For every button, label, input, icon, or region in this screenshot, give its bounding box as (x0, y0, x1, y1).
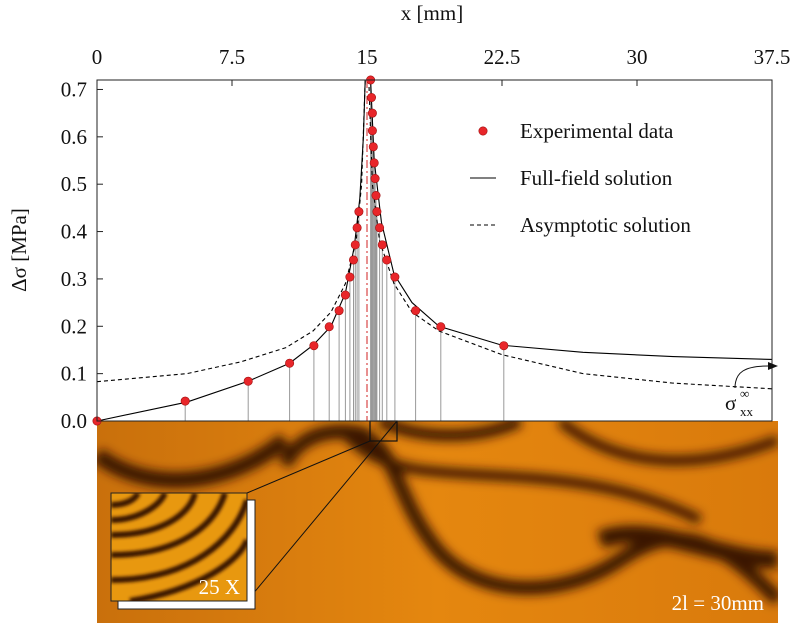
data-point (180, 396, 190, 406)
data-point (370, 174, 380, 184)
data-point (309, 341, 319, 351)
data-point (367, 108, 377, 118)
data-point (369, 158, 379, 168)
x-tick-label: 15 (357, 45, 378, 69)
zoom-connector (246, 420, 398, 602)
data-point (382, 255, 392, 265)
data-point (499, 341, 509, 351)
scale-label: 2l = 30mm (672, 591, 764, 615)
data-point (345, 272, 355, 282)
y-tick-label: 0.0 (61, 409, 87, 433)
data-point (350, 240, 360, 250)
y-tick-label: 0.7 (61, 77, 87, 101)
x-tick-label: 30 (627, 45, 648, 69)
y-tick-label: 0.2 (61, 314, 87, 338)
annotation-symbol: σ (725, 391, 736, 415)
x-axis-label: x [mm] (401, 1, 463, 25)
plot-frame (96, 79, 773, 422)
zoom-connector (246, 440, 371, 494)
data-point (377, 240, 387, 250)
y-axis-label: Δσ [MPa] (7, 208, 31, 292)
y-tick-label: 0.1 (61, 362, 87, 386)
data-point (367, 126, 377, 136)
inset-label: 25 X (199, 575, 240, 599)
data-point (285, 358, 295, 368)
inset: 25 X (110, 492, 248, 602)
data-point (348, 255, 358, 265)
legend-label: Asymptotic solution (520, 213, 691, 237)
data-point (334, 306, 344, 316)
y-tick-label: 0.6 (61, 125, 87, 149)
y-tick-label: 0.3 (61, 267, 87, 291)
x-tick-label: 22.5 (484, 45, 521, 69)
data-point (371, 191, 381, 201)
data-point (411, 306, 421, 316)
data-point (375, 223, 385, 233)
plot: 0 7.5 15 22.5 30 37.5 0.0 0.1 0.2 0.3 0.4 0.5 0.6 0.7… (61, 45, 791, 433)
photo: 25 X 2l = 30mm (97, 420, 778, 623)
x-tick-label: 0 (92, 45, 103, 69)
data-point (366, 93, 376, 103)
legend-marker (478, 126, 488, 136)
fringes (97, 421, 778, 605)
data-point (324, 322, 334, 332)
data-point (436, 322, 446, 332)
data-point (243, 376, 253, 386)
annotation-sup: ∞ (740, 386, 749, 401)
data-point (368, 142, 378, 152)
legend-label: Experimental data (520, 119, 674, 143)
annotation-sub: xx (740, 404, 754, 419)
data-point (352, 223, 362, 233)
stress-annotation: σ ∞ xx (725, 362, 778, 419)
x-tick-label: 37.5 (754, 45, 791, 69)
data-point (354, 207, 364, 217)
data-point (340, 290, 350, 300)
legend-label: Full-field solution (520, 166, 673, 190)
data-point (390, 272, 400, 282)
y-tick-label: 0.5 (61, 172, 87, 196)
x-tick-label: 7.5 (219, 45, 245, 69)
y-tick-label: 0.4 (61, 220, 88, 244)
data-point (372, 207, 382, 217)
